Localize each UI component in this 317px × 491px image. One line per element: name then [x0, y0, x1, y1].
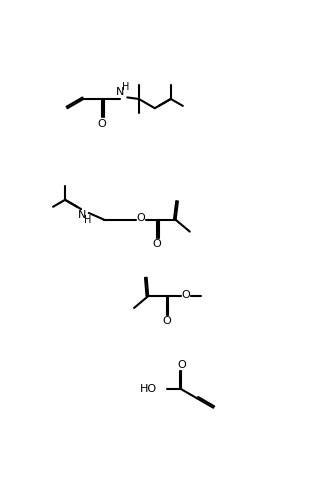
Text: O: O — [177, 359, 186, 370]
Text: HO: HO — [139, 384, 157, 394]
Text: N: N — [116, 87, 125, 97]
Text: H: H — [122, 82, 129, 92]
Text: O: O — [137, 213, 145, 223]
Text: O: O — [182, 290, 190, 300]
Text: H: H — [84, 215, 91, 225]
Text: O: O — [97, 119, 106, 129]
Text: O: O — [153, 240, 162, 249]
Text: N: N — [78, 210, 86, 220]
Text: O: O — [162, 316, 171, 326]
